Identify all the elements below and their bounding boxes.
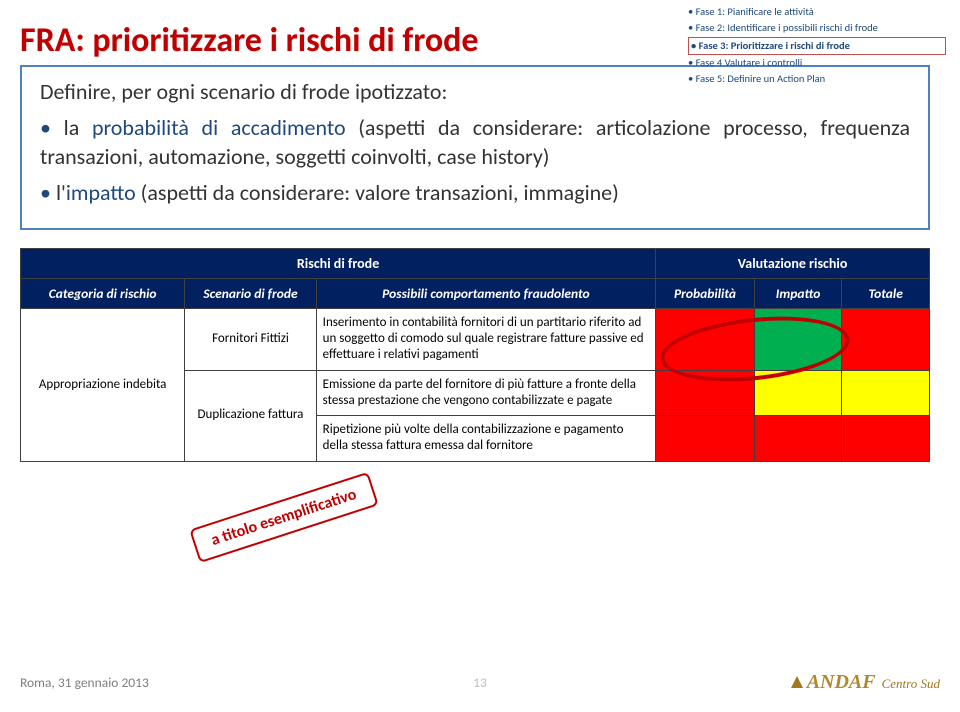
footer: Roma, 31 gennaio 2013 13 ANDAF Centro Su…: [20, 671, 940, 694]
cell-prob: [656, 308, 755, 370]
risk-table: Rischi di frode Valutazione rischio Cate…: [20, 248, 930, 462]
intro-box: Definire, per ogni scenario di frode ipo…: [20, 65, 930, 230]
group-header-right: Valutazione rischio: [656, 248, 930, 278]
cell-prob: [656, 416, 755, 462]
group-header-left: Rischi di frode: [21, 248, 656, 278]
phase-item: Fase 2: Identificare i possibili rischi …: [688, 20, 946, 36]
triangle-icon: [791, 676, 803, 688]
col-header: Scenario di frode: [185, 278, 316, 308]
table-row: Appropriazione indebita Fornitori Fittiz…: [21, 308, 930, 370]
cell-category: Appropriazione indebita: [21, 308, 185, 461]
col-header: Probabilità: [656, 278, 755, 308]
cell-scenario: Duplicazione fattura: [185, 370, 316, 461]
cell-total: [842, 416, 930, 462]
cell-behavior: Ripetizione più volte della contabilizza…: [316, 416, 656, 462]
footer-date: Roma, 31 gennaio 2013: [20, 674, 149, 691]
col-header: Totale: [842, 278, 930, 308]
cell-prob: [656, 370, 755, 416]
phase-item-active: Fase 3: Prioritizzare i rischi di frode: [688, 37, 946, 55]
intro-bullet: la probabilità di accadimento (aspetti d…: [40, 113, 910, 172]
example-stamp: a titolo esemplificativo: [189, 472, 378, 563]
cell-behavior: Inserimento in contabilità fornitori di …: [316, 308, 656, 370]
intro-bullet: l'impatto (aspetti da considerare: valor…: [40, 178, 910, 208]
cell-scenario: Fornitori Fittizi: [185, 308, 316, 370]
cell-impact: [754, 416, 842, 462]
phase-item: Fase 5: Definire un Action Plan: [688, 71, 946, 87]
cell-behavior: Emissione da parte del fornitore di più …: [316, 370, 656, 416]
col-header: Categoria di rischio: [21, 278, 185, 308]
cell-impact: [754, 370, 842, 416]
cell-total: [842, 308, 930, 370]
cell-impact: [754, 308, 842, 370]
phase-item: Fase 1: Pianificare le attività: [688, 4, 946, 20]
footer-page: 13: [473, 674, 487, 691]
col-header: Possibili comportamento fraudolento: [316, 278, 656, 308]
cell-total: [842, 370, 930, 416]
phase-legend: Fase 1: Pianificare le attività Fase 2: …: [688, 4, 946, 87]
footer-logo: ANDAF Centro Sud: [791, 671, 940, 694]
phase-item: Fase 4 Valutare i controlli: [688, 55, 946, 71]
col-header: Impatto: [754, 278, 842, 308]
